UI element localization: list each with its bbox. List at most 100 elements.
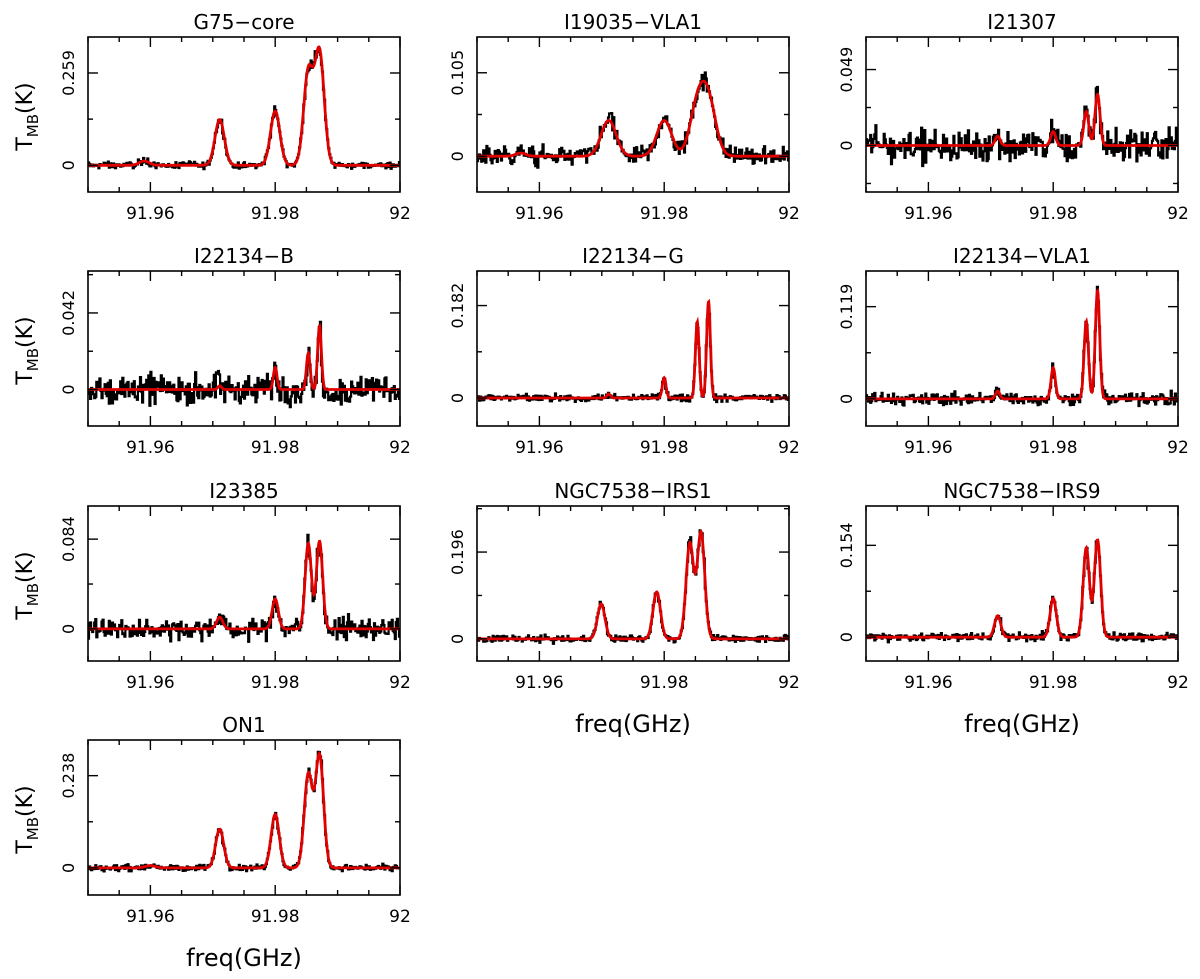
panel-title: I22134−VLA1 [953,244,1091,268]
y-tick-label: 0 [448,634,467,644]
plot-frame [87,505,401,662]
observed-spectrum [865,85,1179,168]
panel: NGC7538−IRS1 91.96 91.98 92 0 0.196 freq(GHz) [448,479,800,738]
y-tick-label: 0 [448,393,467,403]
x-tick-label: 91.98 [640,204,689,224]
x-tick-label: 91.98 [1029,673,1078,693]
y-label-subscript: MB [24,114,42,137]
model-fit-line [477,298,789,400]
observed-spectrum [87,750,401,873]
panel-title: I22134−B [194,244,294,268]
plot-frame [865,36,1179,193]
panel: I21307 91.96 91.98 92 0 0.049 [837,10,1189,224]
model-fit-line [866,92,1178,147]
observed-spectrum [865,285,1179,408]
x-tick-label: 91.96 [904,438,953,458]
x-axis-label: freq(GHz) [186,944,302,972]
panel-title: I22134−G [582,244,684,268]
observed-spectrum [87,320,401,409]
panel: NGC7538−IRS9 91.96 91.98 92 0 0.154 freq(GHz) [837,479,1189,738]
y-tick-label: 0.049 [837,47,856,93]
plot-frame [476,270,790,427]
panel-title: I21307 [987,10,1057,34]
y-tick-label: 0.238 [59,753,78,799]
x-tick-label: 91.96 [904,204,953,224]
x-tick-label: 91.98 [1029,204,1078,224]
y-axis-label: TMB(K) [13,785,42,854]
plot-frame [87,270,401,427]
y-label-unit: (K) [13,82,38,114]
y-label-main: T [13,137,38,152]
model-fit-line [88,45,400,167]
y-label-main: T [13,606,38,621]
observed-spectrum [476,529,790,645]
x-tick-label: 91.98 [251,438,300,458]
x-tick-label: 92 [1167,204,1189,224]
x-tick-label: 91.96 [126,907,175,927]
panel: I22134−G 91.96 91.98 92 0 0.182 [448,244,800,458]
x-tick-label: 91.98 [251,673,300,693]
model-fit-line [88,751,400,870]
x-tick-label: 92 [389,438,411,458]
x-tick-label: 92 [1167,673,1189,693]
model-fit-line [88,323,400,391]
panel: I22134−VLA1 91.96 91.98 92 0 0.119 [837,244,1189,458]
panel-title: I19035−VLA1 [564,10,702,34]
y-tick-label: 0 [448,151,467,161]
observed-spectrum [87,49,401,171]
y-label-subscript: MB [24,817,42,840]
y-tick-label: 0.259 [59,50,78,96]
panel: I23385 91.96 91.98 92 0 0.084 TMB(K) [13,479,411,693]
panel: I22134−B 91.96 91.98 92 0 0.042 TMB(K) [13,244,411,458]
y-tick-label: 0 [59,624,78,634]
y-label-main: T [13,840,38,855]
plot-frame [476,36,790,193]
y-axis-label: TMB(K) [13,82,42,151]
y-label-unit: (K) [13,316,38,348]
x-axis-label: freq(GHz) [575,710,691,738]
y-label-main: T [13,371,38,386]
model-fit-line [866,538,1178,639]
x-axis-label: freq(GHz) [964,710,1080,738]
y-axis-label: TMB(K) [13,551,42,620]
y-label-unit: (K) [13,551,38,583]
plot-frame [87,739,401,896]
x-tick-label: 92 [778,673,800,693]
panel-title: I23385 [209,479,279,503]
x-tick-label: 92 [778,204,800,224]
y-tick-label: 0 [837,394,856,404]
x-tick-label: 92 [389,204,411,224]
model-fit-line [866,288,1178,401]
x-tick-label: 91.98 [251,907,300,927]
y-axis-label: TMB(K) [13,316,42,385]
x-tick-label: 92 [389,907,411,927]
x-tick-label: 92 [389,673,411,693]
y-label-unit: (K) [13,785,38,817]
y-tick-label: 0.154 [837,522,856,568]
observed-spectrum [476,305,790,404]
y-label-subscript: MB [24,348,42,371]
x-tick-label: 91.96 [126,204,175,224]
observed-spectrum [87,533,401,643]
y-tick-label: 0 [59,863,78,873]
y-tick-label: 0.084 [59,516,78,562]
y-tick-label: 0.042 [59,290,78,336]
x-tick-label: 92 [778,438,800,458]
panel-title: ON1 [222,713,265,737]
y-tick-label: 0 [837,140,856,150]
x-tick-label: 91.96 [126,438,175,458]
panel-title: G75−core [193,10,294,34]
y-tick-label: 0 [837,632,856,642]
x-tick-label: 91.96 [515,438,564,458]
observed-spectrum [865,539,1179,644]
model-fit-line [88,539,400,631]
y-tick-label: 0 [59,384,78,394]
model-fit-line [477,79,789,158]
y-label-subscript: MB [24,583,42,606]
panel-title: NGC7538−IRS1 [554,479,711,503]
y-tick-label: 0.119 [837,284,856,330]
x-tick-label: 91.98 [640,673,689,693]
x-tick-label: 91.98 [640,438,689,458]
panel: I19035−VLA1 91.96 91.98 92 0 0.105 [448,10,800,224]
x-tick-label: 91.96 [904,673,953,693]
